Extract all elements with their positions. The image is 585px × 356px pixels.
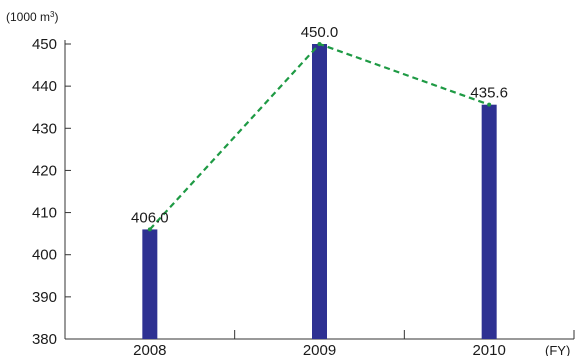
trend-points — [147, 42, 492, 232]
y-unit-text: (1000 m — [6, 10, 50, 24]
y-tick-label: 440 — [32, 78, 57, 95]
trend-point — [487, 102, 492, 107]
svg-text:(1000 m3): (1000 m3) — [6, 10, 58, 24]
x-tick-label: 2008 — [133, 342, 166, 356]
trend-point — [317, 42, 322, 46]
bar — [481, 104, 497, 339]
y-tick-label: 390 — [32, 289, 57, 306]
x-axis-unit-label: (FY) — [545, 343, 570, 356]
y-tick-label: 420 — [32, 162, 57, 179]
data-label: 406.0 — [131, 209, 169, 226]
y-axis-unit-label: (1000 m3) — [6, 10, 58, 24]
data-label: 450.0 — [301, 24, 339, 41]
x-axis-ticks: 2008 2009 2010 — [133, 330, 575, 356]
y-tick-label: 450 — [32, 36, 57, 53]
y-axis-ticks: 380 390 400 410 420 430 440 450 — [32, 36, 71, 348]
x-tick-label: 2009 — [303, 342, 336, 356]
bar — [312, 44, 327, 339]
trend-point — [147, 227, 152, 232]
x-tick-label: 2010 — [472, 342, 505, 356]
y-tick-label: 380 — [32, 331, 57, 348]
data-label: 435.6 — [470, 85, 508, 102]
bar — [142, 229, 158, 339]
y-unit-close: ) — [54, 10, 58, 24]
y-tick-label: 430 — [32, 120, 57, 137]
y-unit-superscript: 3 — [50, 10, 55, 19]
data-labels: 406.0 450.0 435.6 — [131, 24, 508, 226]
bars — [142, 44, 497, 339]
y-tick-label: 400 — [32, 247, 57, 264]
y-tick-label: 410 — [32, 205, 57, 222]
